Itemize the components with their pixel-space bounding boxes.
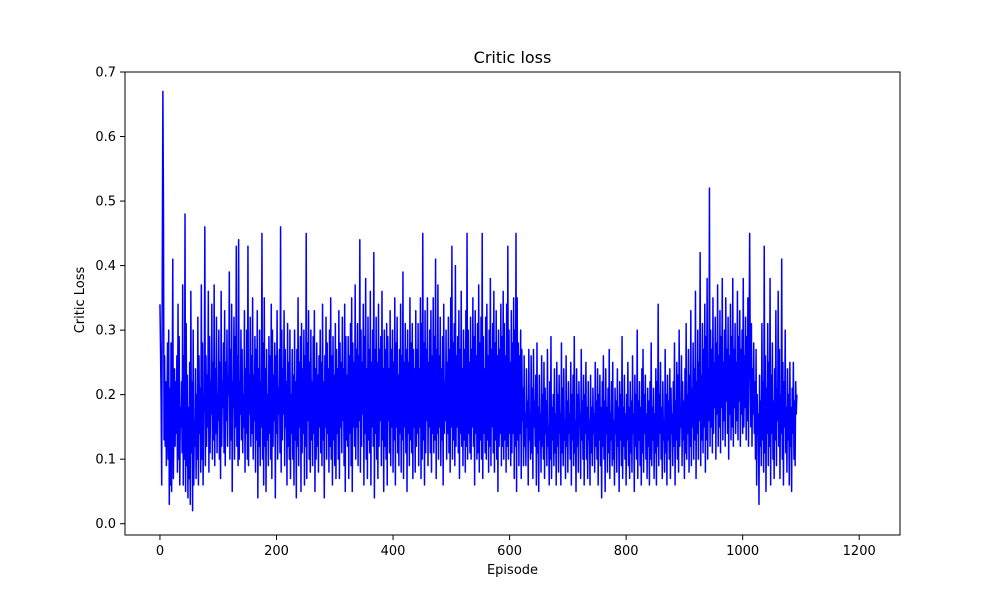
x-axis-ticks: 0 200 400 600 800 1000 1200	[156, 535, 876, 559]
x-tick-label: 200	[264, 544, 289, 559]
y-tick-label: 0.5	[95, 195, 116, 210]
y-tick-label: 0.4	[95, 259, 116, 274]
x-tick-label: 400	[381, 544, 406, 559]
y-tick-label: 0.7	[95, 66, 116, 81]
x-tick-label: 0	[156, 544, 164, 559]
y-tick-label: 0.0	[95, 517, 116, 532]
x-axis-label: Episode	[487, 563, 538, 578]
y-tick-label: 0.2	[95, 388, 116, 403]
chart-title: Critic loss	[474, 48, 552, 67]
series-line	[159, 90, 798, 512]
plot-area	[159, 90, 798, 512]
plot-frame	[124, 71, 901, 536]
y-tick-label: 0.1	[95, 453, 116, 468]
y-tick-label: 0.3	[95, 324, 116, 339]
x-tick-label: 800	[614, 544, 639, 559]
x-tick-label: 600	[497, 544, 522, 559]
y-axis-ticks: 0.0 0.1 0.2 0.3 0.4 0.5 0.6 0.7	[95, 66, 125, 532]
x-tick-label: 1000	[726, 544, 759, 559]
y-axis-label: Critic Loss	[73, 267, 88, 334]
y-tick-label: 0.6	[95, 130, 116, 145]
x-tick-label: 1200	[843, 544, 876, 559]
